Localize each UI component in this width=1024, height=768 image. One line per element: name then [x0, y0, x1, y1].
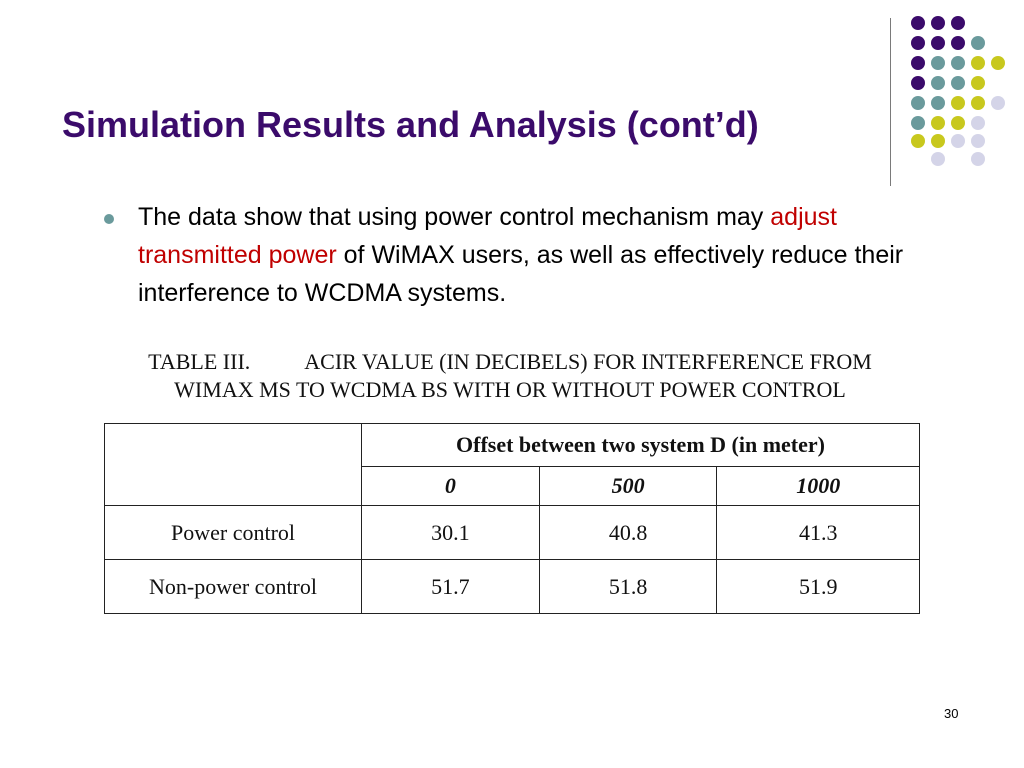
decor-dot: [971, 36, 985, 50]
bullet-text: The data show that using power control m…: [138, 198, 938, 312]
header-group-cell: Offset between two system D (in meter): [361, 423, 920, 467]
decor-dot: [951, 56, 965, 70]
decor-dot: [971, 152, 985, 166]
decor-dot: [911, 56, 925, 70]
slide-title: Simulation Results and Analysis (cont’d): [62, 104, 759, 145]
decor-dot: [991, 96, 1005, 110]
bullet-text-before: The data show that using power control m…: [138, 203, 771, 231]
decor-dot: [971, 134, 985, 148]
decor-dot: [951, 96, 965, 110]
decor-dot: [971, 96, 985, 110]
bullet-text-after: of WiMAX users, as well as effectively r…: [138, 241, 904, 307]
decor-dot: [951, 116, 965, 130]
decor-dot: [931, 152, 945, 166]
acir-table: Offset between two system D (in meter) 0…: [104, 423, 920, 614]
decor-dot: [991, 56, 1005, 70]
bullet-highlight: adjust transmitted power: [138, 203, 837, 269]
caption-table-number: TABLE III.: [148, 349, 251, 374]
decor-dot: [931, 134, 945, 148]
decor-dot: [911, 76, 925, 90]
caption-line-2: WIMAX MS TO WCDMA BS WITH OR WITHOUT POW…: [174, 377, 846, 402]
decor-dot: [911, 134, 925, 148]
table-cell: 51.7: [361, 559, 540, 614]
decor-dot: [931, 16, 945, 30]
decor-dot: [971, 56, 985, 70]
column-header: 0: [361, 466, 540, 506]
decor-dot: [931, 96, 945, 110]
decorative-dot-grid: [0, 0, 1024, 200]
decor-dot: [971, 76, 985, 90]
decor-dot: [951, 16, 965, 30]
decor-dot: [931, 76, 945, 90]
decor-dot: [911, 116, 925, 130]
table-cell: 41.3: [716, 505, 920, 560]
caption-title-part1: ACIR VALUE (IN DECIBELS) FOR INTERFERENC…: [304, 349, 872, 374]
decor-dot: [951, 134, 965, 148]
table-cell: 51.9: [716, 559, 920, 614]
decor-dot: [931, 56, 945, 70]
bullet-marker: [104, 214, 114, 224]
decor-dot: [951, 76, 965, 90]
row-label: Power control: [104, 505, 362, 560]
title-divider: [890, 18, 891, 186]
page-number: 30: [944, 706, 959, 721]
table-cell: 30.1: [361, 505, 540, 560]
table-row: Power control 30.1 40.8 41.3: [104, 505, 920, 560]
row-label: Non-power control: [104, 559, 362, 614]
decor-dot: [931, 36, 945, 50]
table-caption: TABLE III. ACIR VALUE (IN DECIBELS) FOR I…: [100, 348, 920, 404]
table-row: Non-power control 51.7 51.8 51.9: [104, 559, 920, 614]
table-corner-cell: [104, 423, 362, 506]
table-cell: 51.8: [538, 559, 718, 614]
decor-dot: [971, 116, 985, 130]
decor-dot: [911, 36, 925, 50]
caption-line-1: TABLE III. ACIR VALUE (IN DECIBELS) FOR I…: [100, 348, 920, 376]
table-cell: 40.8: [538, 505, 718, 560]
decor-dot: [951, 36, 965, 50]
decor-dot: [911, 96, 925, 110]
decor-dot: [911, 16, 925, 30]
column-header: 500: [538, 466, 718, 506]
column-header: 1000: [716, 466, 920, 506]
decor-dot: [931, 116, 945, 130]
